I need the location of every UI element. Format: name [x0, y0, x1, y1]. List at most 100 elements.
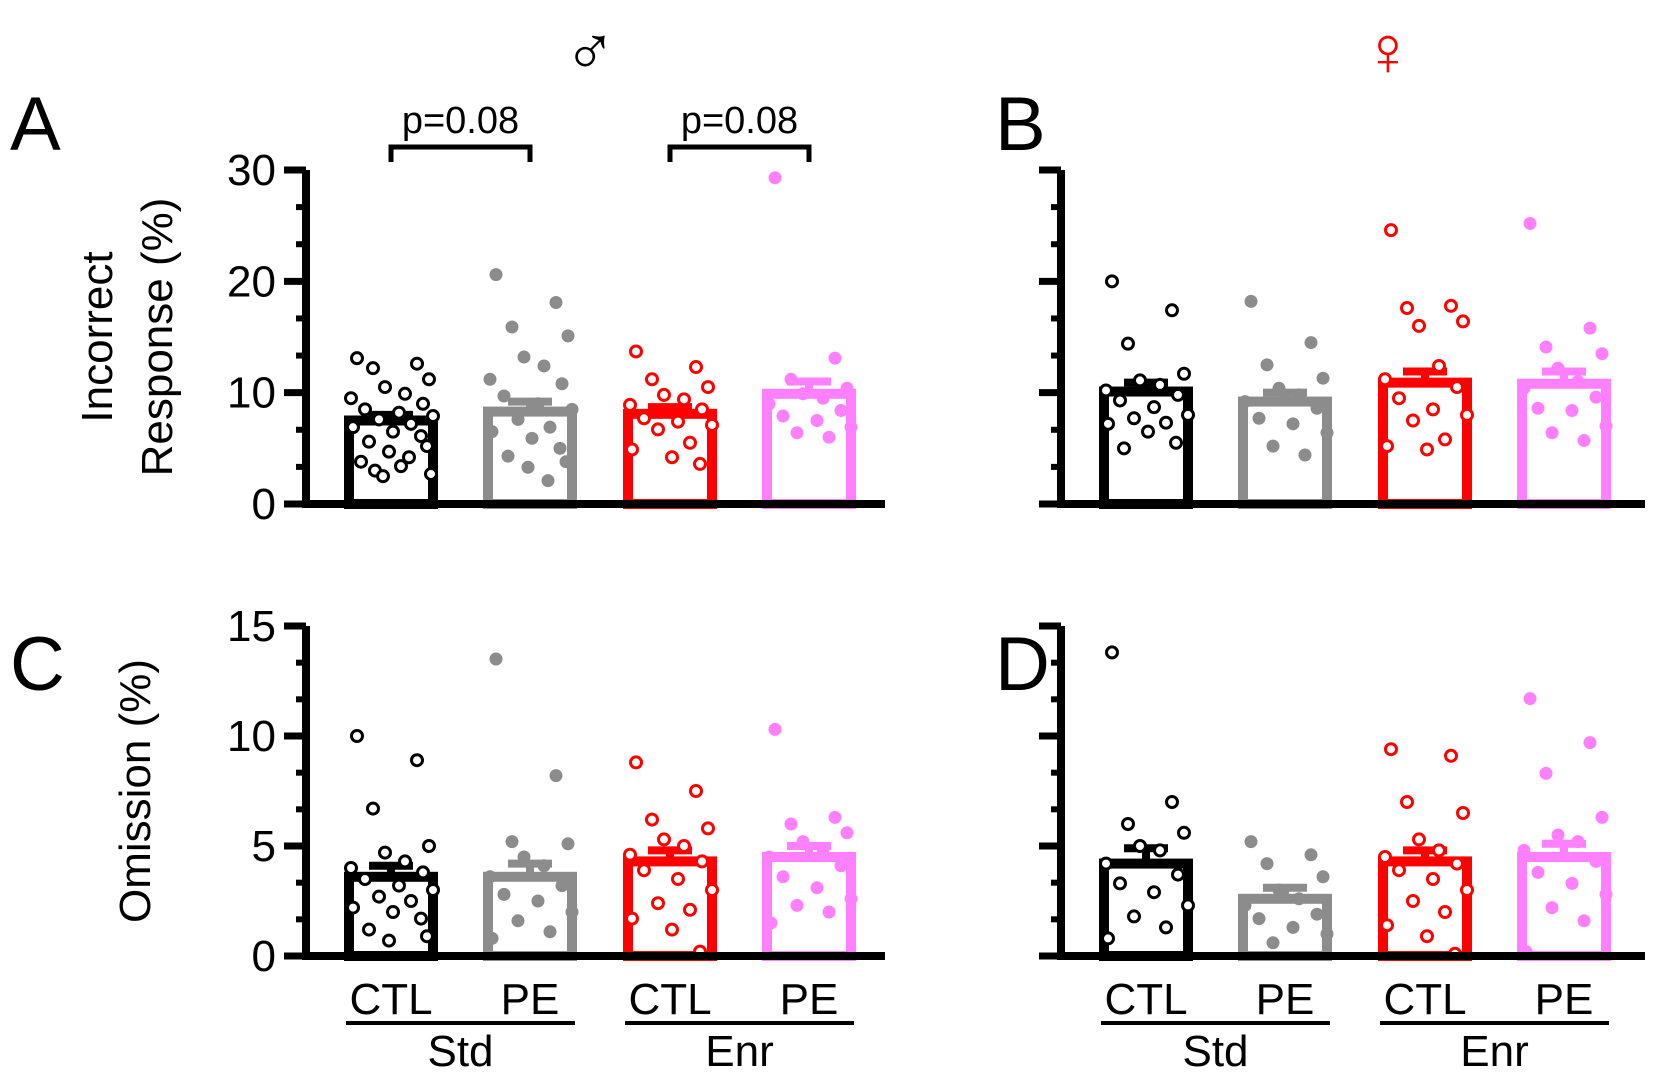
data-point: [1523, 216, 1537, 230]
panel-label: A: [10, 82, 61, 167]
data-point: [1121, 336, 1135, 351]
data-point: [483, 372, 497, 386]
data-point: [541, 474, 555, 488]
data-point: [376, 469, 390, 484]
data-point: [1304, 336, 1318, 350]
data-point: [1426, 402, 1440, 417]
data-point: [1517, 843, 1531, 857]
data-point: [1101, 931, 1115, 946]
group-label: Std: [427, 1027, 493, 1076]
data-point: [657, 387, 671, 402]
data-point: [776, 870, 790, 884]
panels-group: A 0 10 20 30 Incorrect Response (%) p=0.08 p=0.0…: [10, 82, 1645, 981]
data-point: [543, 420, 557, 434]
data-point: [543, 925, 557, 939]
data-point: [645, 372, 659, 387]
panel-label: C: [10, 622, 65, 707]
data-point: [561, 329, 575, 343]
data-point: [1159, 415, 1173, 430]
significance-bracket: [388, 144, 533, 162]
data-point: [362, 434, 376, 449]
data-point: [1384, 742, 1398, 757]
data-point: [790, 898, 804, 912]
data-point: [790, 426, 804, 440]
data-point: [1378, 372, 1392, 387]
data-point: [346, 420, 360, 435]
data-point: [1171, 867, 1185, 882]
data-point: [386, 905, 400, 919]
series-ctl-std: [344, 351, 440, 509]
data-point: [840, 381, 854, 395]
data-point: [1460, 407, 1474, 422]
data-point: [665, 922, 679, 937]
data-point: [410, 356, 424, 371]
data-point: [1099, 856, 1113, 871]
data-point: [489, 652, 503, 666]
x-tick-label: CTL: [1104, 975, 1187, 1024]
data-point: [693, 456, 707, 471]
data-point: [1133, 373, 1147, 388]
data-point: [1169, 435, 1183, 450]
data-point: [1320, 927, 1334, 941]
data-point: [705, 883, 719, 897]
data-point: [834, 403, 848, 417]
data-point: [553, 441, 567, 455]
data-point: [485, 931, 499, 945]
data-point: [1165, 303, 1179, 318]
data-point: [1113, 393, 1127, 408]
group-label: Std: [1182, 1027, 1248, 1076]
data-point: [822, 430, 836, 444]
data-point: [764, 916, 778, 930]
series-ctl-std: [1099, 274, 1195, 510]
data-point: [414, 911, 428, 926]
data-point: [531, 894, 545, 908]
data-point: [1238, 395, 1252, 409]
data-point: [1577, 434, 1591, 448]
data-point: [1392, 391, 1406, 406]
series-ctl-enr: [623, 344, 719, 510]
data-point: [1539, 340, 1553, 354]
data-point: [386, 424, 400, 439]
data-point: [1523, 692, 1537, 706]
data-point: [1583, 321, 1597, 335]
data-point: [426, 883, 440, 897]
data-point: [1177, 825, 1191, 840]
data-point: [485, 425, 499, 439]
data-point: [416, 865, 430, 880]
data-point: [1101, 416, 1115, 431]
data-point: [796, 387, 810, 401]
data-point: [1272, 381, 1286, 395]
data-point: [1400, 795, 1414, 809]
data-point: [1316, 371, 1330, 385]
data-point: [1266, 936, 1280, 950]
data-point: [683, 902, 697, 917]
data-point: [1244, 294, 1258, 308]
data-point: [1400, 301, 1414, 316]
data-point: [1517, 381, 1531, 395]
data-point: [1121, 817, 1135, 831]
data-point: [625, 442, 639, 457]
x-tick-label: CTL: [1383, 975, 1466, 1024]
data-point: [501, 449, 515, 463]
data-point: [629, 344, 643, 359]
y-tick-label: 0: [252, 932, 276, 981]
y-tick-label: 30: [227, 146, 276, 195]
data-point: [1105, 274, 1119, 289]
y-tick-label: 10: [227, 369, 276, 418]
series-pe-std: [1238, 294, 1334, 509]
data-point: [1589, 854, 1603, 868]
panel-label: D: [995, 622, 1050, 707]
data-point: [701, 821, 715, 836]
data-point: [517, 350, 531, 364]
data-point: [344, 391, 358, 406]
data-point: [689, 784, 703, 798]
data-point: [1438, 905, 1452, 919]
data-point: [1571, 375, 1585, 389]
data-point: [549, 295, 563, 309]
x-tick-label: CTL: [628, 975, 711, 1024]
data-point: [565, 905, 579, 919]
data-point: [695, 402, 709, 417]
data-point: [671, 414, 685, 429]
